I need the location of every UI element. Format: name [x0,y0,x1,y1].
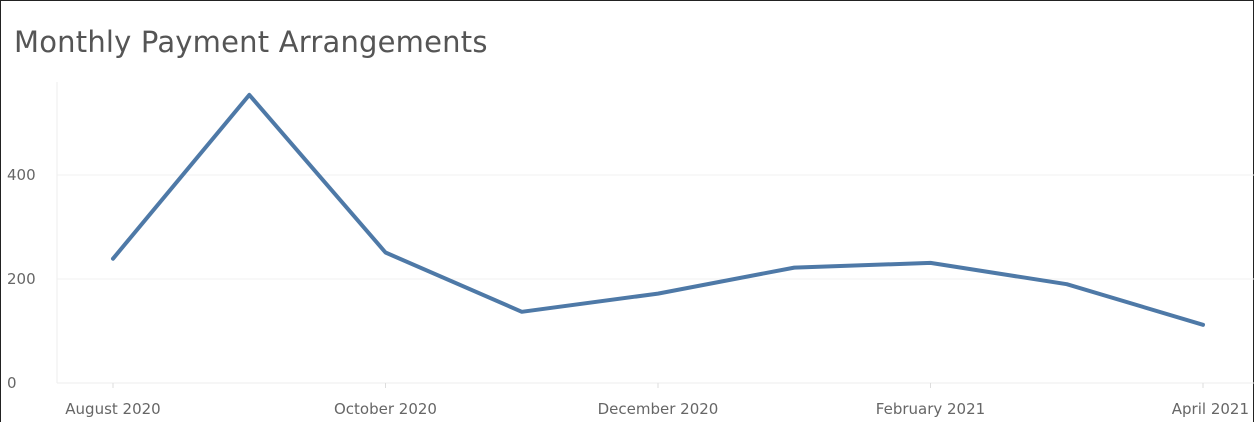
grid-lines [57,174,1254,280]
axes [56,82,1254,388]
data-point[interactable] [652,288,664,300]
y-tick-label-0: 0 [7,374,17,392]
data-point[interactable] [788,262,800,274]
y-tick-label-400: 400 [7,166,36,184]
y-tick-label-200: 200 [7,270,36,288]
data-point[interactable] [925,257,937,269]
data-point[interactable] [380,246,392,258]
data-point[interactable] [107,253,119,265]
data-point[interactable] [243,89,255,101]
data-point[interactable] [1197,319,1209,331]
chart-title: Monthly Payment Arrangements [14,25,488,59]
data-point[interactable] [516,306,528,318]
data-point[interactable] [1061,278,1073,290]
x-tick-label: February 2021 [876,400,985,418]
series-layer [107,89,1209,331]
tick-labels: 0 200 400 August 2020 October 2020 December 2… [7,166,1249,418]
series-line [111,92,1205,327]
x-tick-label: December 2020 [598,400,719,418]
x-tick-label: August 2020 [65,400,160,418]
x-tick-label: April 2021 [1172,400,1249,418]
x-tick-label: October 2020 [334,400,437,418]
